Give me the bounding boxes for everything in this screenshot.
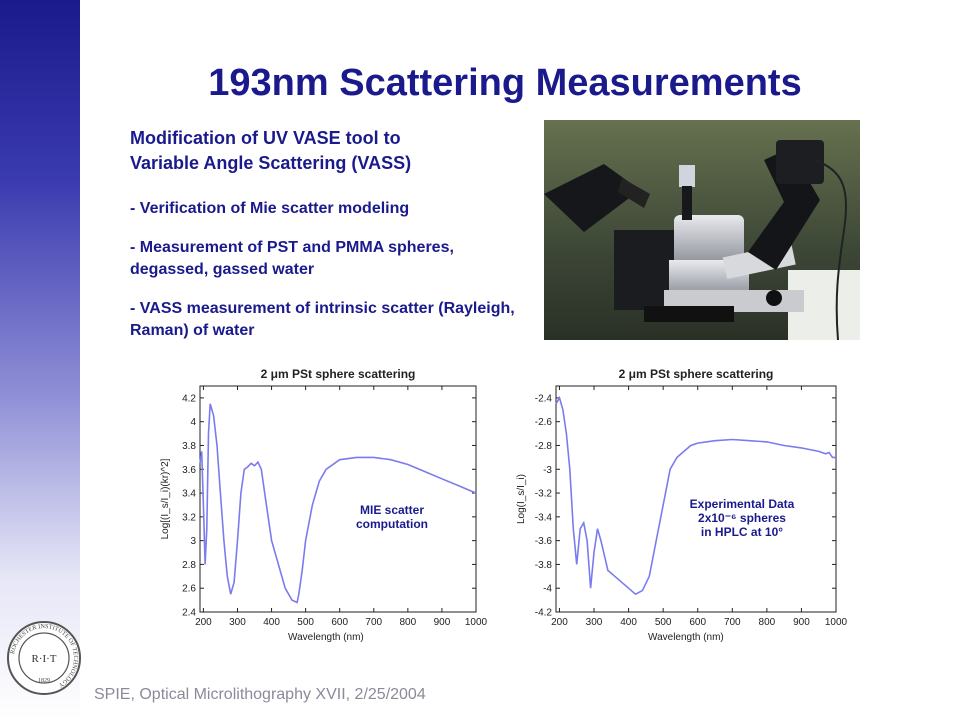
y-axis-label: Log[(I_s/I_i)(kr)^2] bbox=[160, 458, 171, 539]
experimental-chart-svg: 2 μm PSt sphere scattering 200 300 400 500 60… bbox=[516, 368, 848, 628]
chart-title: 2 μm PSt sphere scattering bbox=[619, 368, 774, 381]
x-tick-label: 1000 bbox=[825, 617, 848, 628]
heading-text: Modification of UV VASE tool to Variable… bbox=[130, 126, 530, 176]
x-tick-label: 400 bbox=[620, 617, 637, 628]
y-tick-label: 3.2 bbox=[182, 512, 196, 523]
x-tick-label: 900 bbox=[793, 617, 810, 628]
seal-main-text: R·I·T bbox=[31, 653, 56, 665]
seal-year-text: 1829 bbox=[38, 678, 50, 684]
y-tick-label: 4.2 bbox=[182, 393, 196, 404]
bullet-3: - VASS measurement of intrinsic scatter … bbox=[130, 300, 515, 339]
page-title: 193nm Scattering Measurements bbox=[208, 62, 802, 104]
experimental-plot: 2 μm PSt sphere scattering 200 300 400 500 60… bbox=[510, 368, 872, 630]
y-tick-label: 2.6 bbox=[182, 584, 196, 595]
y-tick-label: 4 bbox=[190, 417, 196, 428]
chart-annotation: in HPLC at 10° bbox=[701, 525, 783, 539]
rit-seal-graphic: ROCHESTER INSTITUTE OF TECHNOLOGY R·I·T … bbox=[7, 621, 81, 695]
mie-chart-svg: 2 μm PSt sphere scattering 200 300 400 500 60… bbox=[160, 368, 488, 628]
y-tick-label: -2.8 bbox=[535, 441, 553, 452]
mie-xlabel: Wavelength (nm) bbox=[288, 632, 364, 643]
y-tick-label: -4 bbox=[543, 584, 552, 595]
experimental-xlabel: Wavelength (nm) bbox=[648, 632, 724, 643]
plot-frame bbox=[555, 385, 837, 613]
y-tick-label: 3.6 bbox=[182, 465, 196, 476]
instrument-photo bbox=[544, 120, 860, 340]
y-tick-label: -3.2 bbox=[535, 489, 553, 500]
x-tick-label: 500 bbox=[297, 617, 314, 628]
plot-frame bbox=[199, 385, 477, 613]
chart-annotation: Experimental Data bbox=[690, 497, 795, 511]
y-axis-label: Log(I_s/I_i) bbox=[516, 474, 527, 524]
mie-plot: 2 μm PSt sphere scattering 200 300 400 500 60… bbox=[150, 368, 496, 630]
x-tick-label: 500 bbox=[655, 617, 672, 628]
y-tick-label: 2.8 bbox=[182, 560, 196, 571]
chart-annotation: MIE scatter bbox=[360, 503, 424, 517]
x-tick-label: 300 bbox=[586, 617, 603, 628]
x-tick-label: 600 bbox=[689, 617, 706, 628]
chart-annotation: 2x10⁻⁶ spheres bbox=[698, 511, 786, 525]
y-tick-label: -4.2 bbox=[535, 608, 553, 619]
heading-line-2: Variable Angle Scattering (VASS) bbox=[130, 153, 412, 173]
bullet-1: - Verification of Mie scatter modeling bbox=[130, 200, 410, 217]
bullet-2: - Measurement of PST and PMMA spheres, d… bbox=[130, 239, 454, 278]
x-tick-label: 200 bbox=[195, 617, 212, 628]
y-tick-label: 2.4 bbox=[182, 608, 196, 619]
rit-seal: ROCHESTER INSTITUTE OF TECHNOLOGY R·I·T … bbox=[6, 620, 82, 696]
x-tick-label: 200 bbox=[551, 617, 568, 628]
y-tick-label: -2.4 bbox=[535, 393, 553, 404]
series-line bbox=[199, 403, 477, 604]
footer-text: SPIE, Optical Microlithography XVII, 2/2… bbox=[94, 686, 426, 703]
x-tick-label: 800 bbox=[400, 617, 417, 628]
instrument-illustration bbox=[544, 120, 860, 340]
y-tick-label: -2.6 bbox=[535, 417, 553, 428]
y-tick-label: -3.4 bbox=[535, 512, 553, 523]
y-tick-label: 3.8 bbox=[182, 441, 196, 452]
x-tick-label: 1000 bbox=[465, 617, 488, 628]
y-tick-label: 3 bbox=[190, 536, 196, 547]
x-tick-label: 900 bbox=[434, 617, 451, 628]
y-tick-label: -3.6 bbox=[535, 536, 553, 547]
chart-annotation: computation bbox=[356, 517, 428, 531]
x-tick-label: 700 bbox=[365, 617, 382, 628]
x-tick-label: 600 bbox=[331, 617, 348, 628]
y-tick-label: 3.4 bbox=[182, 489, 196, 500]
y-tick-label: -3 bbox=[543, 465, 552, 476]
x-tick-label: 700 bbox=[724, 617, 741, 628]
series-line bbox=[555, 395, 836, 596]
x-tick-label: 300 bbox=[229, 617, 246, 628]
y-tick-label: -3.8 bbox=[535, 560, 553, 571]
sidebar-gradient bbox=[0, 0, 80, 720]
x-tick-label: 400 bbox=[263, 617, 280, 628]
chart-title: 2 μm PSt sphere scattering bbox=[261, 368, 416, 381]
x-tick-label: 800 bbox=[759, 617, 776, 628]
heading-line-1: Modification of UV VASE tool to bbox=[130, 128, 401, 148]
